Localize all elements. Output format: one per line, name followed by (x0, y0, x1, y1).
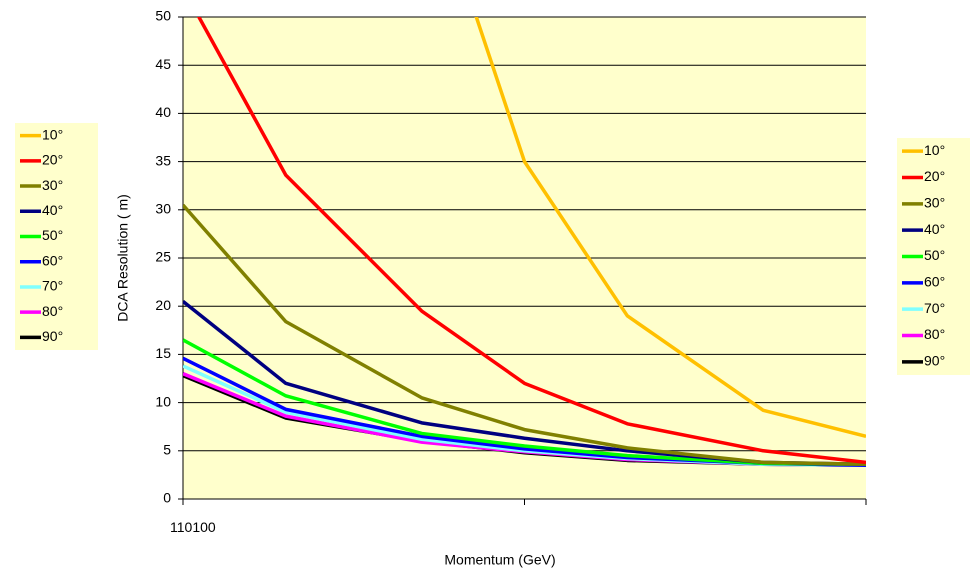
legend-label: 40° (924, 221, 945, 237)
y-tick-label: 0 (163, 490, 171, 506)
legend-label: 90° (924, 353, 945, 369)
legend-label: 70° (42, 278, 63, 294)
legend: 10° 20° 30° 40° 50° 60° 70° 80° 90° (15, 123, 98, 350)
y-tick-label: 40 (155, 104, 171, 120)
series-line (183, 203, 866, 467)
legend-label: 50° (924, 247, 945, 263)
legend-label: 10° (42, 126, 63, 142)
legend-label: 70° (924, 300, 945, 316)
y-tick-label: 35 (155, 152, 171, 168)
x-tick-label: 100 (192, 519, 216, 535)
legend-label: 20° (42, 152, 63, 168)
series-line (474, 17, 866, 439)
legend-label: 80° (924, 326, 945, 342)
legend-label: 60° (924, 274, 945, 290)
y-axis-label: DCA Resolution ( m) (115, 194, 131, 322)
y-tick-label: 10 (155, 393, 171, 409)
series-lines (183, 17, 866, 468)
legend-label: 50° (42, 227, 63, 243)
legend-label: 10° (924, 142, 945, 158)
legend-label: 20° (924, 168, 945, 184)
legend: 10° 20° 30° 40° 50° 60° 70° 80° 90° (897, 138, 970, 375)
y-tick-label: 20 (155, 297, 171, 313)
series-line (196, 17, 866, 465)
legend-label: 40° (42, 202, 63, 218)
legend-label: 60° (42, 252, 63, 268)
x-axis-label: Momentum (GeV) (444, 552, 555, 568)
x-tick-label: 1 (170, 519, 178, 535)
x-tick-label: 10 (177, 519, 193, 535)
y-tick-label: 30 (155, 201, 171, 217)
legend-label: 30° (42, 177, 63, 193)
legend-label: 30° (924, 195, 945, 211)
y-tick-label: 45 (155, 56, 171, 72)
y-tick-label: 25 (155, 249, 171, 265)
legend-label: 90° (42, 328, 63, 344)
y-tick-label: 15 (155, 345, 171, 361)
legend-label: 80° (42, 303, 63, 319)
x-tick-labels: 110100 (170, 519, 216, 535)
y-tick-label: 50 (155, 8, 171, 24)
y-tick-label: 5 (163, 442, 171, 458)
